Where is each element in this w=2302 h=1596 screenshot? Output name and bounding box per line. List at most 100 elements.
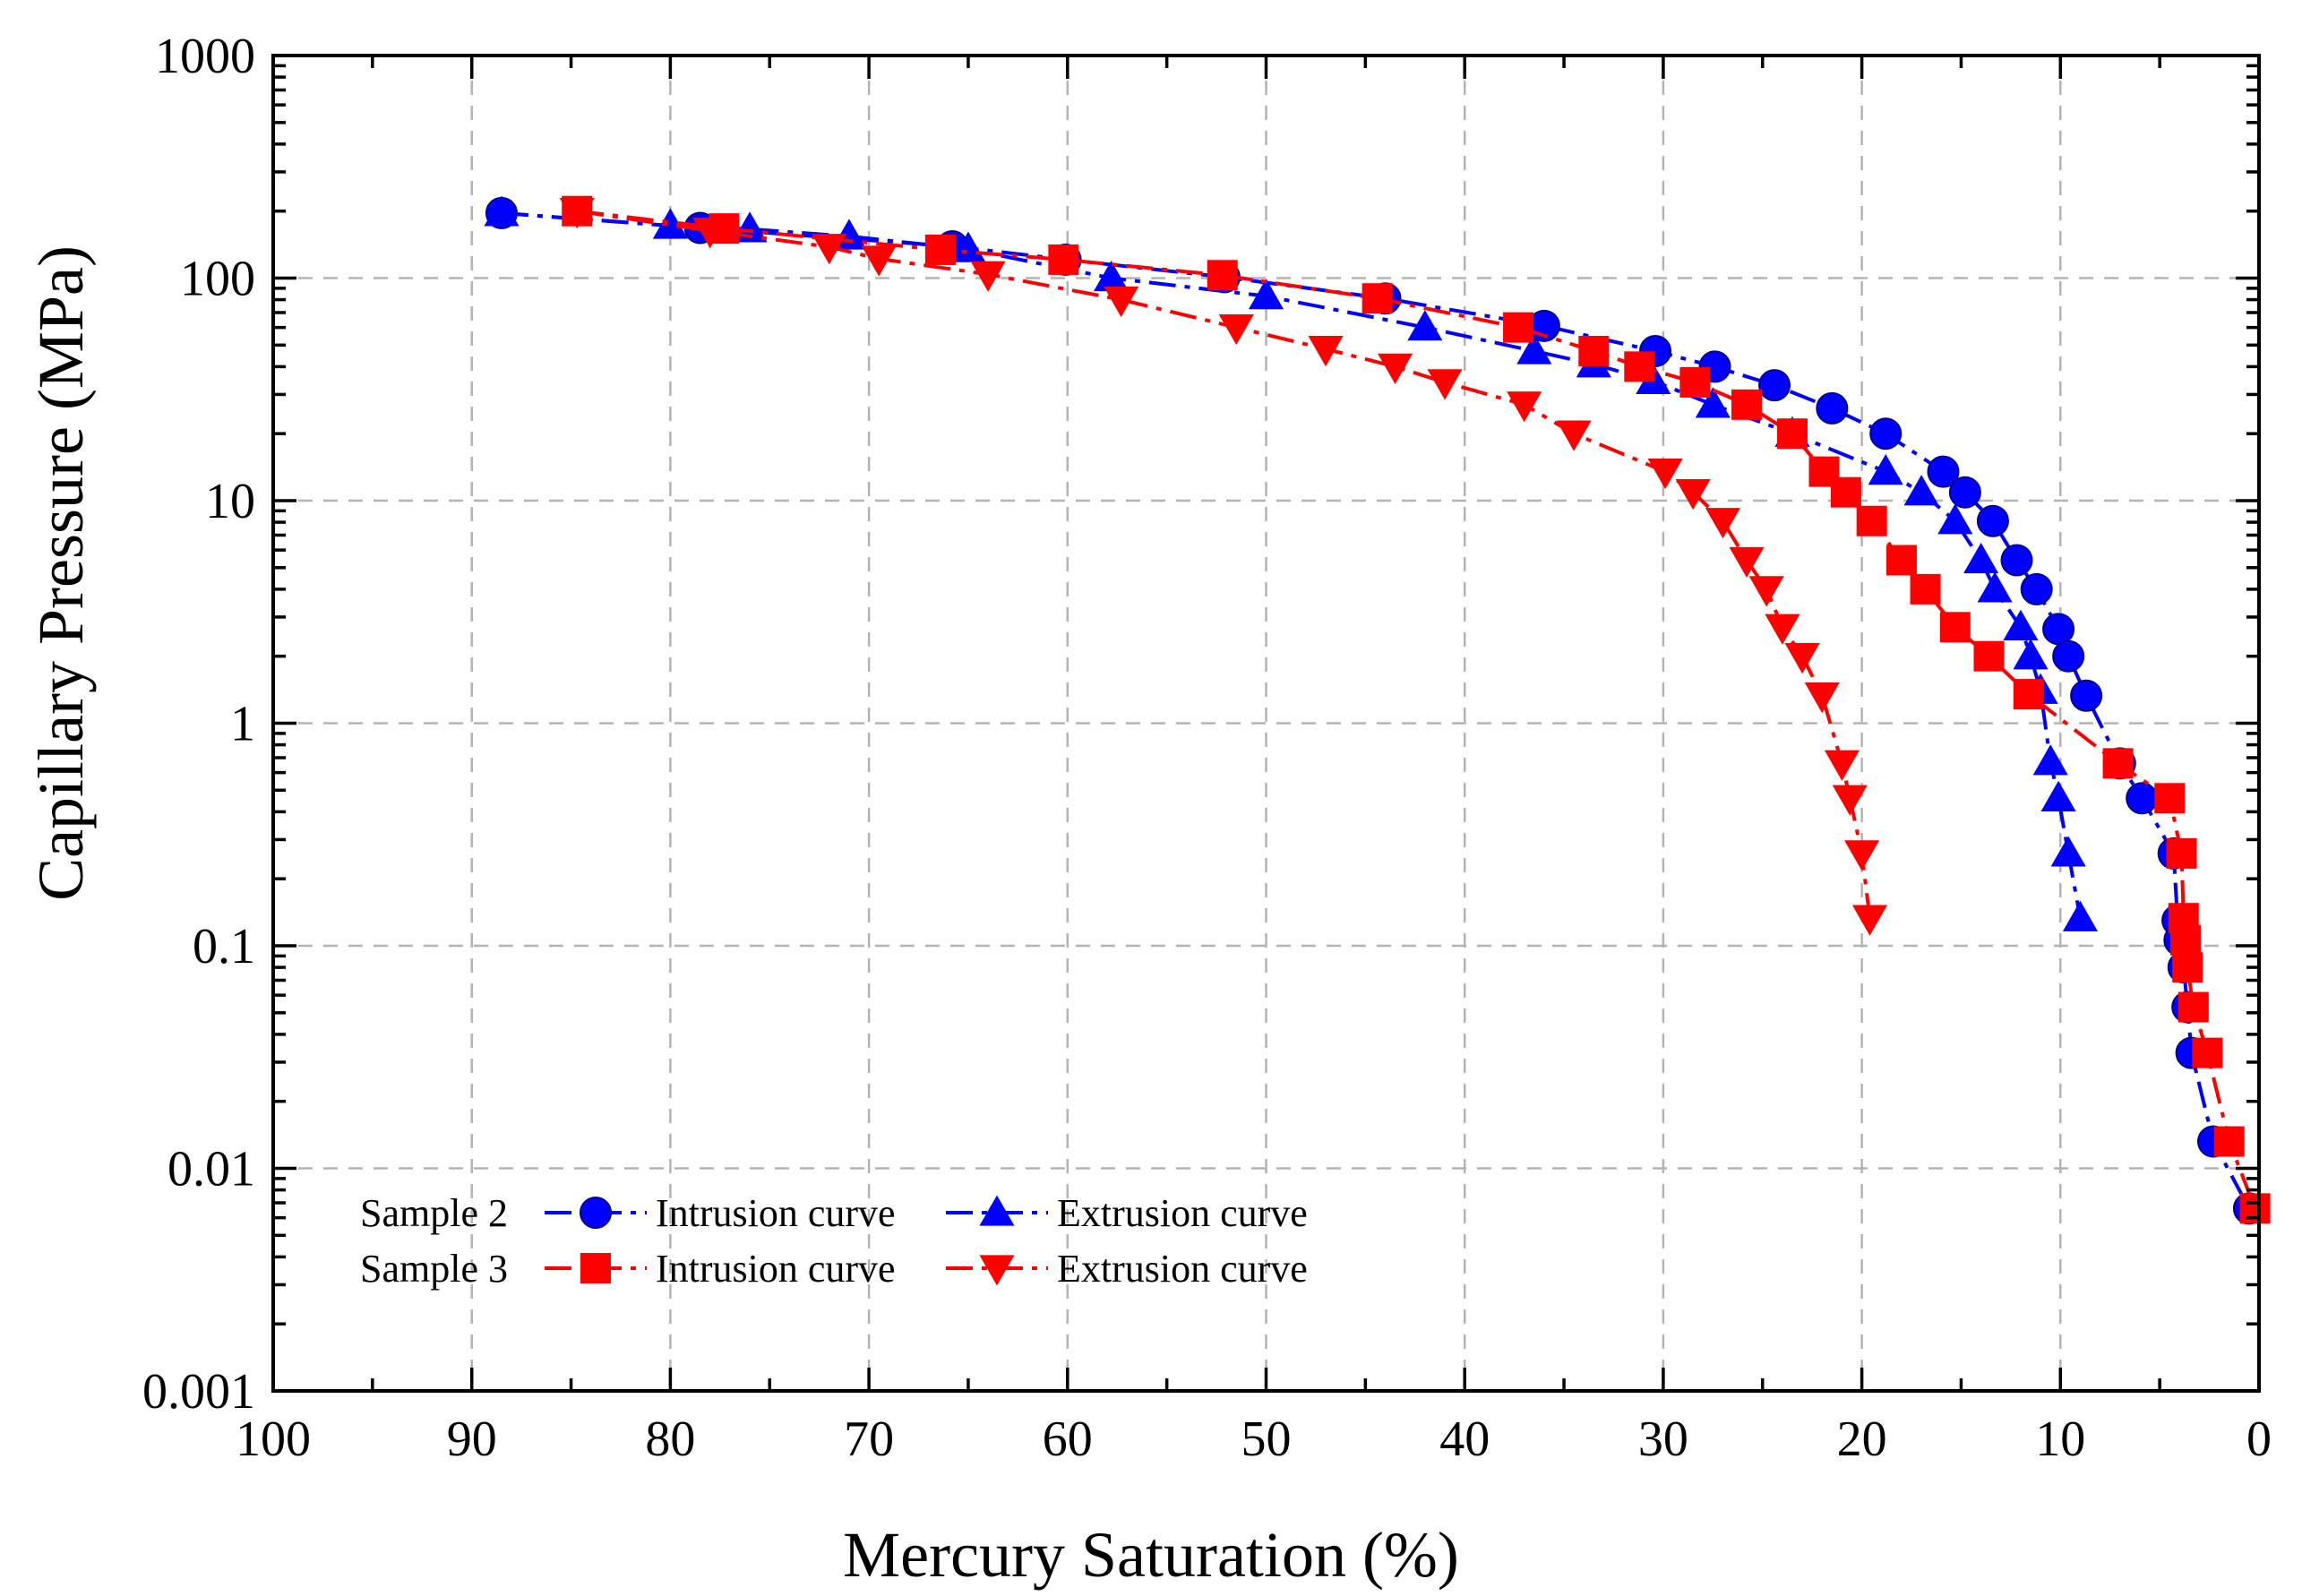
legend-swatch-marker xyxy=(979,1255,1015,1286)
x-tick-label: 10 xyxy=(2035,1412,2085,1467)
data-point-sample-3-extrusion-curve xyxy=(1729,546,1765,579)
data-point-sample-3-intrusion-curve xyxy=(1777,418,1808,450)
data-point-sample-3-intrusion-curve xyxy=(2102,748,2134,779)
legend-label-sample-2-intrusion: Intrusion curve xyxy=(656,1191,896,1235)
data-point-sample-2-intrusion-curve xyxy=(1948,476,1981,509)
data-point-sample-3-extrusion-curve xyxy=(1705,508,1740,539)
data-point-sample-2-extrusion-curve xyxy=(2062,900,2099,931)
data-point-sample-3-intrusion-curve xyxy=(1910,573,1941,605)
data-point-sample-2-extrusion-curve xyxy=(652,208,688,239)
data-point-sample-3-extrusion-curve xyxy=(970,261,1006,292)
data-point-sample-3-intrusion-curve xyxy=(1679,366,1711,398)
x-tick-label: 80 xyxy=(645,1412,695,1467)
data-point-sample-3-extrusion-curve xyxy=(1647,458,1683,490)
series-sample-3-extrusion-curve xyxy=(559,198,1888,936)
legend-label-sample-2-extrusion: Extrusion curve xyxy=(1057,1191,1308,1235)
data-point-sample-2-intrusion-curve xyxy=(2000,544,2033,577)
series-layer xyxy=(484,195,2271,1225)
y-tick-label: 10 xyxy=(205,474,255,529)
data-point-sample-3-extrusion-curve xyxy=(1675,479,1711,511)
legend-group-sample-2: Sample 2 xyxy=(360,1191,508,1235)
data-point-sample-3-extrusion-curve xyxy=(1824,750,1860,781)
y-tick-label: 100 xyxy=(180,252,255,307)
data-point-sample-3-extrusion-curve xyxy=(559,198,595,229)
data-point-sample-2-extrusion-curve xyxy=(1407,310,1443,341)
data-point-sample-3-extrusion-curve xyxy=(1784,643,1820,674)
data-point-sample-3-intrusion-curve xyxy=(2192,1037,2223,1068)
data-point-sample-3-extrusion-curve xyxy=(812,234,847,265)
data-point-sample-3-intrusion-curve xyxy=(1973,640,2005,672)
axis-ticks xyxy=(271,54,2261,1393)
data-point-sample-2-intrusion-curve xyxy=(2070,679,2103,712)
x-tick-label: 40 xyxy=(1439,1412,1490,1467)
y-tick-label: 0.01 xyxy=(167,1142,255,1197)
data-point-sample-3-intrusion-curve xyxy=(1856,505,1887,536)
legend-swatch-marker xyxy=(580,1197,612,1229)
data-point-sample-3-extrusion-curve xyxy=(1851,905,1888,936)
x-axis-title: Mercury Saturation (%) xyxy=(843,1519,1459,1591)
data-point-sample-3-intrusion-curve xyxy=(1830,476,1861,508)
y-axis-title: Capillary Pressure (MPa) xyxy=(25,245,97,901)
data-point-sample-3-intrusion-curve xyxy=(1939,612,1971,643)
data-point-sample-3-extrusion-curve xyxy=(1844,840,1880,871)
data-point-sample-3-extrusion-curve xyxy=(1218,313,1254,346)
data-point-sample-3-intrusion-curve xyxy=(924,234,956,265)
data-point-sample-3-intrusion-curve xyxy=(2177,991,2209,1023)
y-tick-label: 0.1 xyxy=(193,919,255,974)
data-point-sample-3-extrusion-curve xyxy=(692,218,728,249)
data-point-sample-3-extrusion-curve xyxy=(1308,336,1344,367)
data-point-sample-3-intrusion-curve xyxy=(1624,351,1655,382)
data-point-sample-2-extrusion-curve xyxy=(1248,279,1284,310)
legend-swatches xyxy=(545,1195,1048,1286)
data-point-sample-2-intrusion-curve xyxy=(1869,417,1903,450)
data-point-sample-3-intrusion-curve xyxy=(2172,952,2203,983)
legend-label-sample-3-extrusion: Extrusion curve xyxy=(1057,1247,1308,1291)
y-tick-label: 1000 xyxy=(155,29,255,84)
x-tick-label: 60 xyxy=(1043,1412,1093,1467)
data-point-sample-3-intrusion-curve xyxy=(1885,545,1917,576)
data-point-sample-2-extrusion-curve xyxy=(2032,744,2068,776)
legend-group-sample-3: Sample 3 xyxy=(360,1247,508,1291)
y-tick-labels: 0.001 0.01 0.1 1 10 100 1000 xyxy=(142,29,255,1420)
data-point-sample-2-extrusion-curve xyxy=(1868,454,1903,485)
data-point-sample-3-extrusion-curve xyxy=(1765,614,1800,645)
series-sample-3-intrusion-curve xyxy=(562,195,2271,1224)
data-point-sample-2-intrusion-curve xyxy=(2126,782,2159,815)
x-tick-label: 100 xyxy=(236,1412,311,1467)
data-point-sample-2-extrusion-curve xyxy=(1516,333,1552,365)
data-point-sample-3-extrusion-curve xyxy=(1378,353,1413,384)
data-point-sample-2-extrusion-curve xyxy=(1977,571,2013,603)
x-tick-label: 30 xyxy=(1638,1412,1688,1467)
data-point-sample-3-extrusion-curve xyxy=(1427,369,1463,400)
data-point-sample-3-extrusion-curve xyxy=(1804,682,1840,714)
data-point-sample-2-extrusion-curve xyxy=(2040,780,2076,811)
x-tick-label: 90 xyxy=(447,1412,497,1467)
data-point-sample-2-extrusion-curve xyxy=(1695,387,1731,418)
data-point-sample-3-intrusion-curve xyxy=(2169,924,2201,956)
data-point-sample-3-intrusion-curve xyxy=(2213,1126,2245,1157)
data-point-sample-3-extrusion-curve xyxy=(1748,576,1784,607)
data-point-sample-3-extrusion-curve xyxy=(1507,391,1542,423)
data-point-sample-2-intrusion-curve xyxy=(1976,504,2009,537)
y-tick-label: 0.001 xyxy=(142,1364,255,1420)
x-tick-labels: 100 90 80 70 60 50 40 30 20 10 0 xyxy=(236,1412,2272,1467)
data-point-sample-3-intrusion-curve xyxy=(2154,783,2186,814)
grid-lines xyxy=(273,56,2259,1391)
data-point-sample-3-intrusion-curve xyxy=(2013,679,2044,710)
data-point-sample-2-intrusion-curve xyxy=(2042,613,2075,646)
legend: Sample 2 Sample 3 Intrusion curve Extrus… xyxy=(360,1191,1308,1291)
data-point-sample-3-extrusion-curve xyxy=(1104,286,1139,318)
data-point-sample-2-extrusion-curve xyxy=(1094,260,1130,292)
data-point-sample-3-extrusion-curve xyxy=(1832,785,1868,816)
data-point-sample-3-extrusion-curve xyxy=(1556,420,1592,451)
x-tick-label: 70 xyxy=(844,1412,894,1467)
data-point-sample-2-intrusion-curve xyxy=(2020,572,2053,605)
data-point-sample-2-intrusion-curve xyxy=(2052,639,2085,673)
data-point-sample-3-intrusion-curve xyxy=(1048,244,1079,275)
y-tick-label: 1 xyxy=(230,697,255,752)
data-point-sample-2-extrusion-curve xyxy=(1963,542,1999,574)
data-point-sample-2-intrusion-curve xyxy=(1927,455,1960,488)
data-point-sample-3-intrusion-curve xyxy=(1503,312,1534,343)
